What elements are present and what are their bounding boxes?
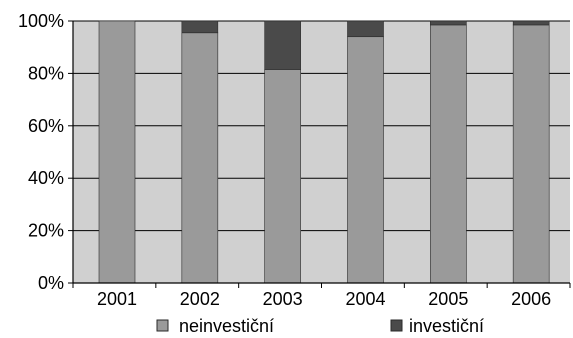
y-tick-label-80pct: 80% <box>28 63 64 83</box>
y-tick-label-60pct: 60% <box>28 116 64 136</box>
bar-investicni-2004 <box>347 20 384 38</box>
x-tick-label-2006: 2006 <box>511 289 551 309</box>
x-tick-label-2001: 2001 <box>97 289 137 309</box>
bar-neinvesticni-2003 <box>264 69 301 284</box>
bar-investicni-2003 <box>264 20 301 70</box>
x-tick-label-2002: 2002 <box>180 289 220 309</box>
x-tick-label-2004: 2004 <box>345 289 385 309</box>
bar-neinvesticni-2005 <box>430 24 467 284</box>
legend-swatch-neinvesticni <box>156 319 169 332</box>
bar-investicni-2005 <box>430 20 467 26</box>
x-tick-label-2005: 2005 <box>428 289 468 309</box>
legend: neinvestiční investiční <box>156 316 484 336</box>
x-tick-label-2003: 2003 <box>263 289 303 309</box>
bar-investicni-2006 <box>512 20 550 26</box>
bar-investicni-2002 <box>181 20 219 34</box>
bar-neinvesticni-2004 <box>347 36 384 284</box>
bars <box>98 20 550 284</box>
bar-neinvesticni-2001 <box>98 20 136 284</box>
y-tick-label-20pct: 20% <box>28 221 64 241</box>
y-tick-label-40pct: 40% <box>28 168 64 188</box>
legend-swatch-investicni <box>390 319 403 332</box>
plot-area-background <box>73 21 570 283</box>
legend-label-neinvesticni: neinvestiční <box>179 316 274 336</box>
x-axis-ticks: 2001 2002 2003 2004 2005 2006 <box>72 283 571 309</box>
y-tick-label-100pct: 100% <box>18 11 64 31</box>
y-axis-ticks: 0% 20% 40% 60% 80% 100% <box>18 11 73 293</box>
bar-neinvesticni-2006 <box>512 24 550 284</box>
bar-neinvesticni-2002 <box>181 32 219 284</box>
y-tick-label-0pct: 0% <box>38 273 64 293</box>
legend-label-investicni: investiční <box>409 316 484 336</box>
